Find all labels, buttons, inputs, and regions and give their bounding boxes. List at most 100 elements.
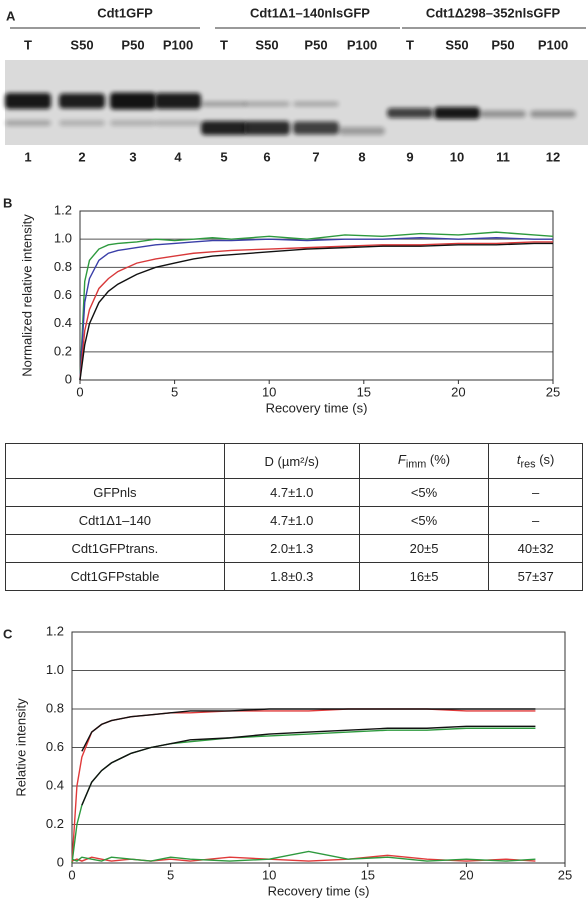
lane-number: 5 [220,149,227,164]
gel-band [110,92,156,110]
header-cell: tres (s) [488,443,583,479]
data-line [71,727,536,864]
data-line [79,241,553,381]
lane-number: 12 [546,149,560,164]
gel-band [293,121,339,135]
y-tick-label: 0.2 [46,816,64,831]
table-cell: 16±5 [358,562,490,591]
x-tick-label: 0 [68,867,75,882]
header-cell [5,443,225,479]
results-table: D (µm²/s) Fimm (%) tres (s) GFPnls 4.7±1.… [5,443,583,591]
data-line [81,708,536,752]
gel-band [59,120,105,126]
group-label: Cdt1Δ1–140nlsGFP [250,5,370,20]
table-row: GFPnls 4.7±1.0 <5% – [5,478,583,507]
x-tick-label: 20 [451,384,465,399]
gel-band [293,101,339,107]
data-line [71,850,536,862]
header-cell: Fimm (%) [358,443,490,479]
y-tick-label: 0.4 [54,315,72,330]
data-line [79,237,553,381]
y-axis-label: Normalized relative intensity [19,214,34,377]
gel-band [110,120,156,126]
table-header: D (µm²/s) Fimm (%) tres (s) [5,443,583,479]
lane-label: S50 [445,37,468,52]
data-line [79,242,553,381]
lane-number: 4 [174,149,182,164]
lane-label: P50 [304,37,327,52]
y-tick-label: 0.4 [46,777,64,792]
y-tick-label: 1.0 [54,231,72,246]
table-cell: 20±5 [358,534,490,563]
y-tick-label: 0.6 [54,287,72,302]
data-line [81,725,536,806]
plot-frame [79,210,554,381]
table-cell: 57±37 [488,562,583,591]
gel-band [5,120,51,126]
gel-band [201,101,247,107]
gel-band [387,108,433,118]
table-cell: 40±32 [488,534,583,563]
unit: (µm²/s) [277,453,319,469]
lane-number: 2 [78,149,85,164]
table-cell: Cdt1GFPstable [5,562,225,591]
data-line [71,854,536,862]
lane-number: 8 [358,149,365,164]
data-line [79,231,554,381]
group-label: Cdt1GFP [97,5,153,20]
gel-band [59,93,105,109]
x-tick-label: 15 [361,867,375,882]
panel-label: A [6,8,16,23]
group-label: Cdt1Δ298–352nlsGFP [426,5,561,20]
y-tick-label: 1.2 [46,623,64,638]
table-cell: Cdt1Δ1–140 [5,506,225,535]
y-tick-label: 0 [57,854,64,869]
lane-label: S50 [70,37,93,52]
table-row: Cdt1GFPtrans. 2.0±1.3 20±5 40±32 [5,534,583,563]
lane-number: 10 [450,149,464,164]
lane-number: 11 [496,149,510,164]
table-row: Cdt1GFPstable 1.8±0.3 16±5 57±37 [5,562,583,591]
y-tick-label: 0 [65,371,72,386]
table-cell: 4.7±1.0 [223,478,360,507]
x-tick-label: 25 [558,867,572,882]
gel-band [530,110,576,118]
y-tick-label: 0.2 [54,343,72,358]
table-cell: Cdt1GFPtrans. [5,534,225,563]
table-cell: GFPnls [5,478,225,507]
subscript: res [520,458,536,471]
plot-frame [71,631,566,864]
y-tick-label: 0.8 [46,700,64,715]
gel-band [480,110,526,118]
lane-label: S50 [255,37,278,52]
y-tick-label: 1.2 [54,202,72,217]
lane-label: P50 [491,37,514,52]
gel-band [434,107,480,119]
gel-band [5,93,51,109]
lane-number: 7 [312,149,319,164]
x-tick-label: 5 [171,384,178,399]
lane-label: P100 [163,37,193,52]
gel-band [155,120,201,126]
unit: (s) [539,451,555,467]
x-tick-label: 0 [76,384,83,399]
table-cell: 2.0±1.3 [223,534,360,563]
x-tick-label: 10 [262,867,276,882]
header-cell: D (µm²/s) [223,443,360,479]
table-row: Cdt1Δ1–140 4.7±1.0 <5% – [5,506,583,535]
y-tick-label: 1.0 [46,662,64,677]
gel-band [339,127,385,135]
lane-label: T [24,37,32,52]
gel-band [201,121,247,135]
unit: (%) [429,451,451,467]
symbol: D [264,453,274,469]
x-tick-label: 5 [167,867,174,882]
y-tick-label: 0.6 [46,739,64,754]
lane-number: 6 [263,149,270,164]
x-axis-label: Recovery time (s) [268,883,370,898]
x-tick-label: 15 [357,384,371,399]
x-tick-label: 10 [262,384,276,399]
table-cell: 4.7±1.0 [223,506,360,535]
symbol: t [516,451,521,467]
